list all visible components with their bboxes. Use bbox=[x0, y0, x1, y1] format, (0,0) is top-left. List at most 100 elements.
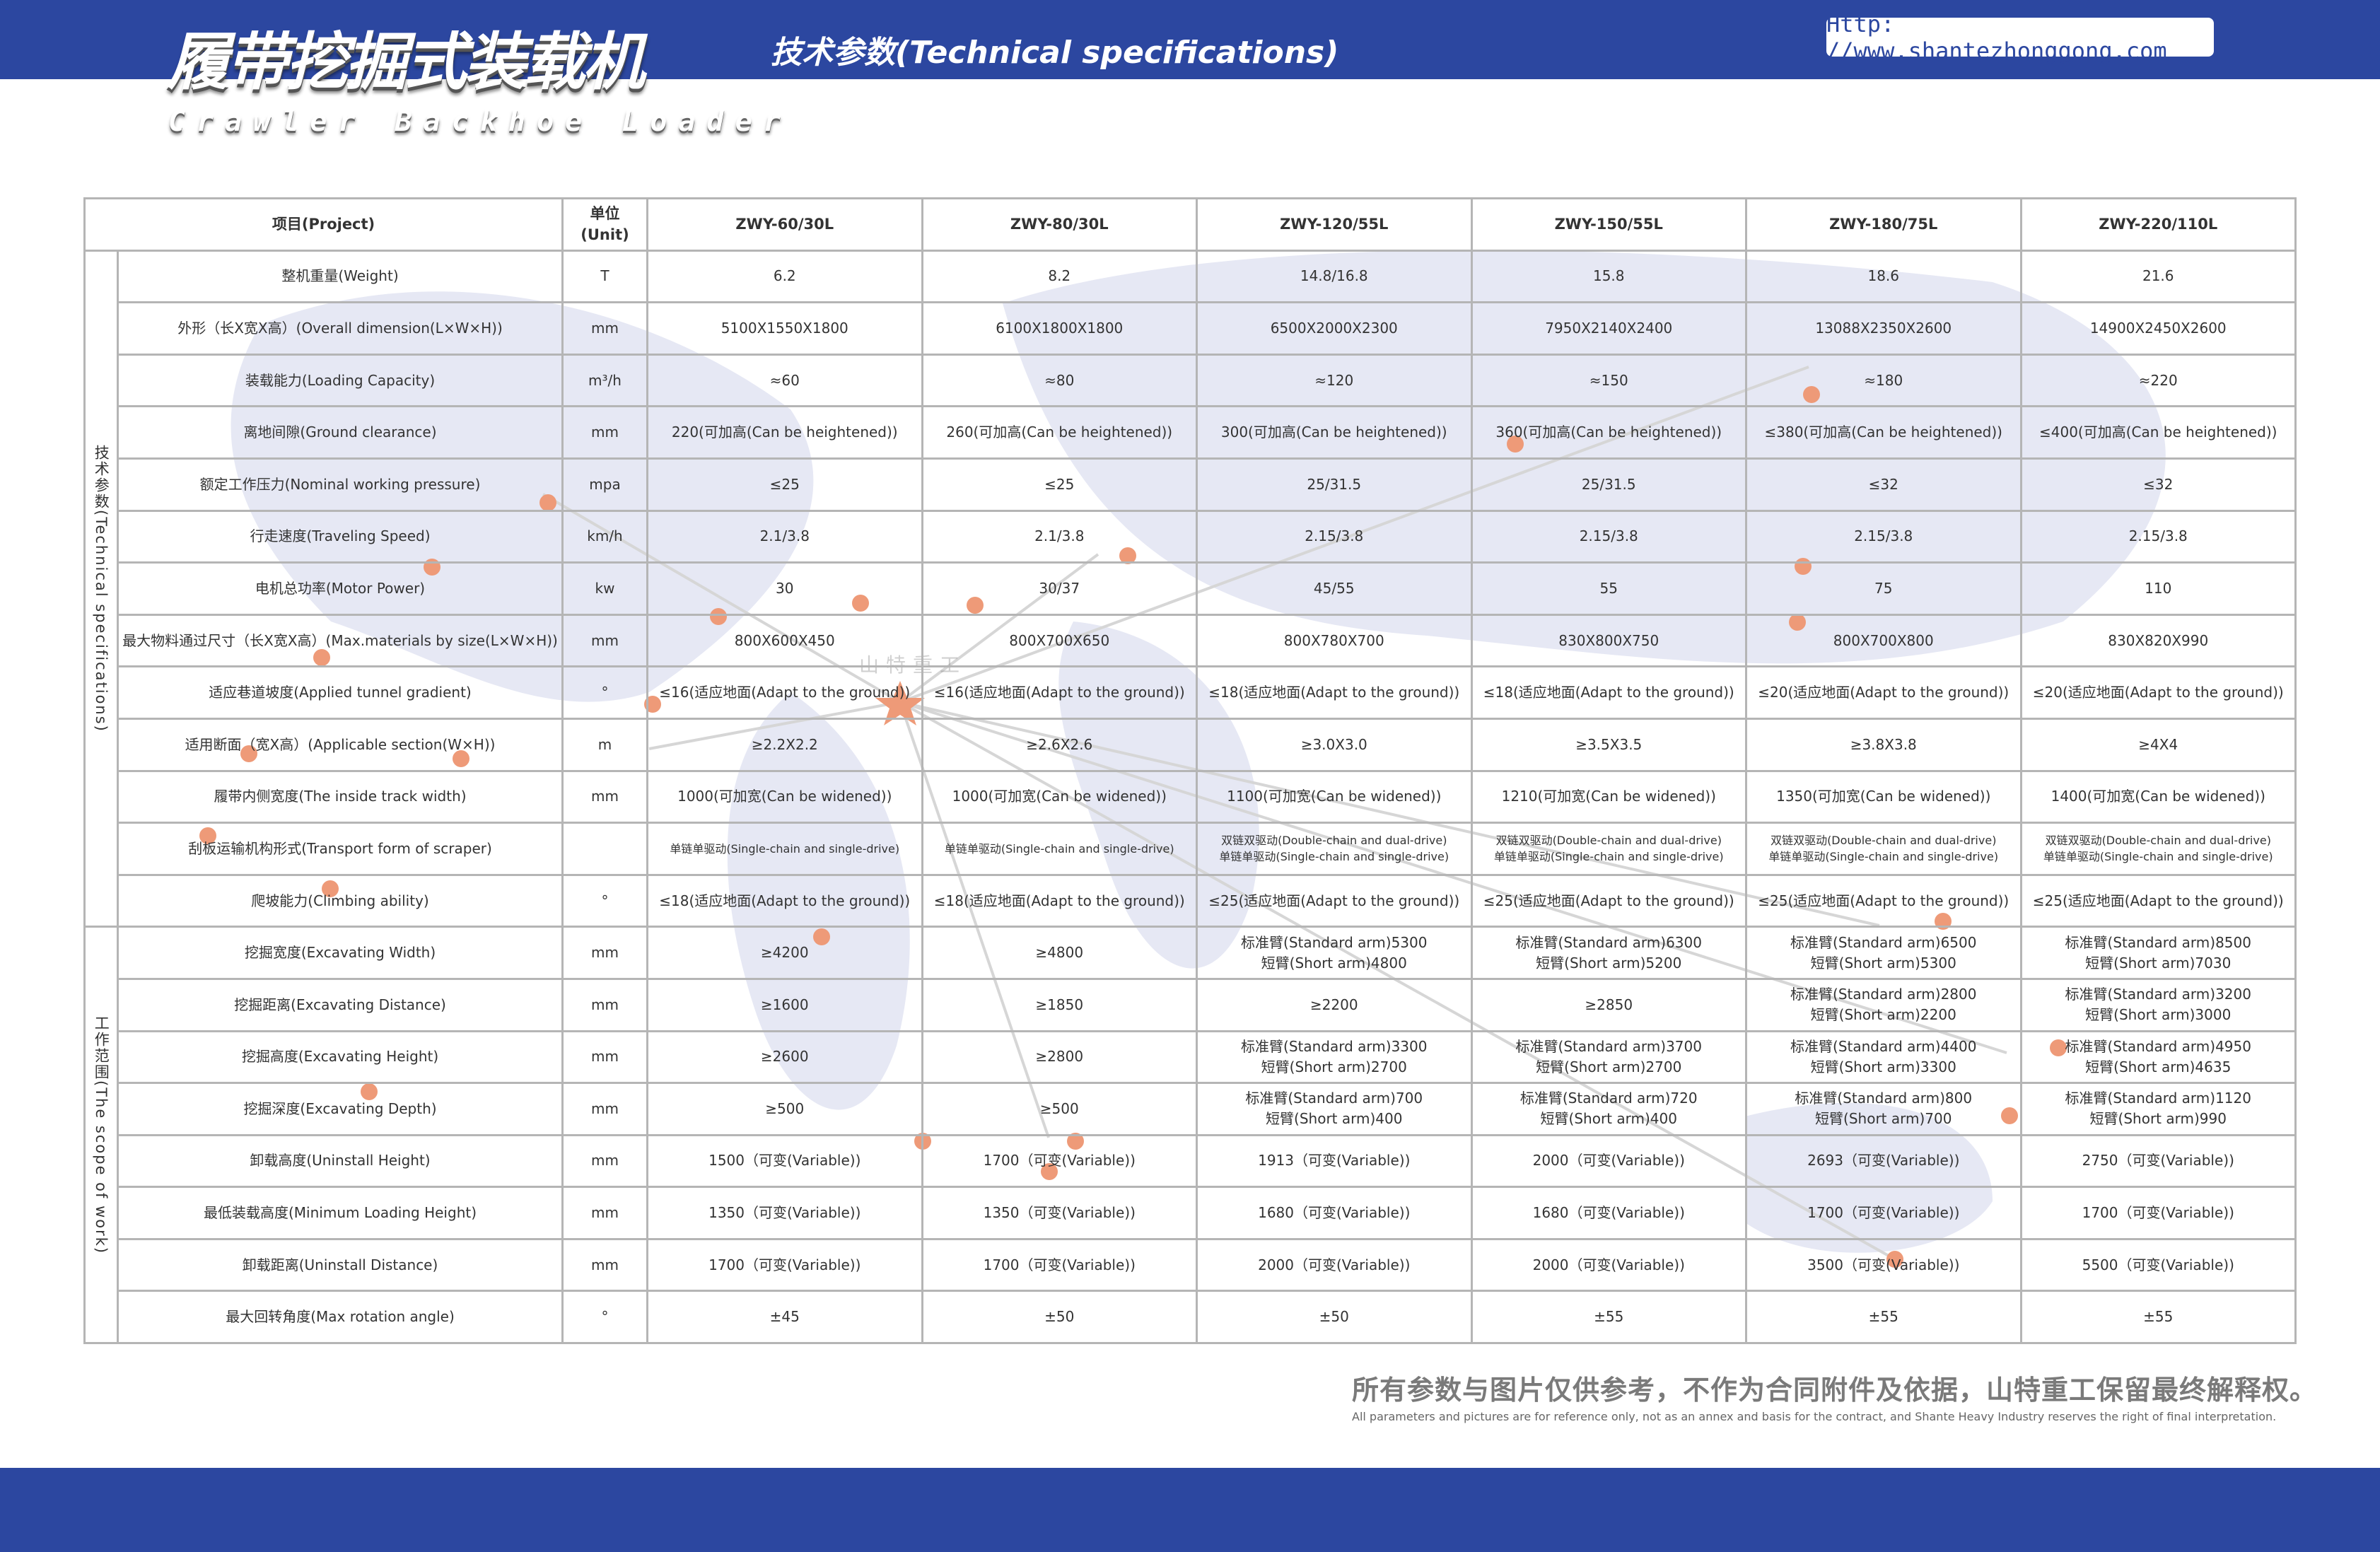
row-value: ≥3.0X3.0 bbox=[1196, 717, 1473, 772]
row-value: 标准臂(Standard arm)3200 短臂(Short arm)3000 bbox=[2019, 977, 2297, 1032]
product-title-en: Crawler Backhoe Loader bbox=[168, 105, 792, 138]
row-value: 1700（可变(Variable)) bbox=[1745, 1186, 2022, 1240]
row-label: 卸载距离(Uninstall Distance) bbox=[117, 1237, 564, 1293]
row-value: ≥2600 bbox=[646, 1029, 923, 1085]
row-value: ≈60 bbox=[646, 353, 923, 408]
header-model: ZWY-180/75L bbox=[1745, 197, 2022, 252]
row-value: 2.15/3.8 bbox=[1196, 509, 1473, 564]
row-value: 300(可加高(Can be heightened)) bbox=[1196, 405, 1473, 460]
row-value: ±50 bbox=[1196, 1290, 1473, 1345]
row-value: ≥1600 bbox=[646, 977, 923, 1032]
row-unit: ° bbox=[561, 873, 648, 928]
row-value: ±55 bbox=[1470, 1290, 1747, 1345]
row-label: 行走速度(Traveling Speed) bbox=[117, 509, 564, 564]
row-value: 标准臂(Standard arm)4400 短臂(Short arm)3300 bbox=[1745, 1029, 2022, 1085]
row-label: 挖掘深度(Excavating Depth) bbox=[117, 1082, 564, 1136]
row-value: ≥1850 bbox=[921, 977, 1198, 1032]
row-value: ≤32 bbox=[2019, 457, 2297, 512]
table-row: 爬坡能力(Climbing ability) ° ≤18(适应地面(Adapt to… bbox=[85, 873, 2297, 928]
row-value: ≤18(适应地面(Adapt to the ground)) bbox=[1196, 665, 1473, 720]
row-value: 55 bbox=[1470, 561, 1747, 616]
row-value: 1350(可加宽(Can be widened)) bbox=[1745, 769, 2022, 824]
row-value: 2.1/3.8 bbox=[646, 509, 923, 564]
row-value: ≤32 bbox=[1745, 457, 2022, 512]
table-row: 卸载距离(Uninstall Distance) mm 1700（可变(Variab… bbox=[85, 1237, 2297, 1293]
row-value: 标准臂(Standard arm)3700 短臂(Short arm)2700 bbox=[1470, 1029, 1747, 1085]
row-value: 1500（可变(Variable)) bbox=[646, 1133, 923, 1189]
row-value: 1000(可加宽(Can be widened)) bbox=[921, 769, 1198, 824]
row-value: 2750（可变(Variable)) bbox=[2019, 1133, 2297, 1189]
row-unit: mm bbox=[561, 977, 648, 1032]
table-row: 外形（长X宽X高）(Overall dimension(L×W×H)) mm 510… bbox=[85, 301, 2297, 356]
row-label: 离地间隙(Ground clearance) bbox=[117, 405, 564, 460]
row-label: 额定工作压力(Nominal working pressure) bbox=[117, 457, 564, 512]
row-value: ≤25(适应地面(Adapt to the ground)) bbox=[1470, 873, 1747, 928]
row-value: 110 bbox=[2019, 561, 2297, 616]
row-value: 220(可加高(Can be heightened)) bbox=[646, 405, 923, 460]
row-value: ≤20(适应地面(Adapt to the ground)) bbox=[2019, 665, 2297, 720]
row-value: 2.15/3.8 bbox=[2019, 509, 2297, 564]
row-value: ≤25(适应地面(Adapt to the ground)) bbox=[1745, 873, 2022, 928]
row-value: ≤400(可加高(Can be heightened)) bbox=[2019, 405, 2297, 460]
row-unit: mm bbox=[561, 1082, 648, 1136]
row-value: 6.2 bbox=[646, 249, 923, 304]
row-value: 2.1/3.8 bbox=[921, 509, 1198, 564]
website-link[interactable]: Http: //www.shantezhonggong.com bbox=[1826, 11, 2214, 64]
table-row: 挖掘距离(Excavating Distance) mm ≥1600 ≥1850 ≥22… bbox=[85, 977, 2297, 1032]
row-value: 25/31.5 bbox=[1196, 457, 1473, 512]
row-label: 卸载高度(Uninstall Height) bbox=[117, 1133, 564, 1189]
row-value: 2000（可变(Variable)) bbox=[1470, 1237, 1747, 1293]
row-value: 标准臂(Standard arm)700 短臂(Short arm)400 bbox=[1196, 1082, 1473, 1136]
row-value: 1700（可变(Variable)) bbox=[921, 1133, 1198, 1189]
row-value: ≈120 bbox=[1196, 353, 1473, 408]
footer-bar bbox=[0, 1468, 2380, 1552]
row-value: ≥500 bbox=[646, 1082, 923, 1136]
row-value: 1350（可变(Variable)) bbox=[921, 1186, 1198, 1240]
row-value: 1210(可加宽(Can be widened)) bbox=[1470, 769, 1747, 824]
row-value: ≤25(适应地面(Adapt to the ground)) bbox=[2019, 873, 2297, 928]
row-value: ≥2.6X2.6 bbox=[921, 717, 1198, 772]
row-value: 标准臂(Standard arm)800 短臂(Short arm)700 bbox=[1745, 1082, 2022, 1136]
row-value: ≥2800 bbox=[921, 1029, 1198, 1085]
table-row: 工作范围(The scope of work) 挖掘宽度(Excavating W… bbox=[83, 926, 2297, 1345]
row-value: 2000（可变(Variable)) bbox=[1196, 1237, 1473, 1293]
row-label: 适用断面（宽X高）(Applicable section(W×H)) bbox=[117, 717, 564, 772]
row-value: 5100X1550X1800 bbox=[646, 301, 923, 356]
group-label: 工作范围(The scope of work) bbox=[83, 926, 119, 1345]
row-label: 整机重量(Weight) bbox=[117, 249, 564, 304]
row-value: 15.8 bbox=[1470, 249, 1747, 304]
row-value: 2000（可变(Variable)) bbox=[1470, 1133, 1747, 1189]
row-value: ±55 bbox=[1745, 1290, 2022, 1345]
header-project: 项目(Project) bbox=[83, 197, 564, 252]
disclaimer-en: All parameters and pictures are for refe… bbox=[1352, 1410, 2277, 1423]
row-unit: m bbox=[561, 717, 648, 772]
row-value: 14900X2450X2600 bbox=[2019, 301, 2297, 356]
row-unit: mm bbox=[561, 769, 648, 824]
table-row: 装载能力(Loading Capacity) m³/h ≈60 ≈80 ≈120 ≈150… bbox=[85, 353, 2297, 408]
row-label: 电机总功率(Motor Power) bbox=[117, 561, 564, 616]
row-value: ≤18(适应地面(Adapt to the ground)) bbox=[1470, 665, 1747, 720]
row-label: 挖掘宽度(Excavating Width) bbox=[117, 926, 564, 980]
row-unit: mm bbox=[561, 301, 648, 356]
row-unit: mm bbox=[561, 926, 648, 980]
row-label: 外形（长X宽X高）(Overall dimension(L×W×H)) bbox=[117, 301, 564, 356]
row-value: 1100(可加宽(Can be widened)) bbox=[1196, 769, 1473, 824]
row-value: 800X780X700 bbox=[1196, 613, 1473, 668]
row-value: 标准臂(Standard arm)6300 短臂(Short arm)5200 bbox=[1470, 926, 1747, 980]
row-value: 1913（可变(Variable)) bbox=[1196, 1133, 1473, 1189]
header-unit: 单位(Unit) bbox=[561, 197, 648, 252]
spec-table: 项目(Project) 单位(Unit) ZWY-60/30L ZWY-80/30L Z… bbox=[83, 197, 2297, 1345]
table-row: 卸载高度(Uninstall Height) mm 1500（可变(Variable… bbox=[85, 1133, 2297, 1189]
disclaimer-cn: 所有参数与图片仅供参考，不作为合同附件及依据，山特重工保留最终解释权。 bbox=[1352, 1375, 2318, 1406]
row-value: 6500X2000X2300 bbox=[1196, 301, 1473, 356]
row-value: 1680（可变(Variable)) bbox=[1196, 1186, 1473, 1240]
website-url[interactable]: Http: //www.shantezhonggong.com bbox=[1826, 10, 2167, 64]
row-value: ≤16(适应地面(Adapt to the ground)) bbox=[921, 665, 1198, 720]
row-value: 3500（可变(Variable)) bbox=[1745, 1237, 2022, 1293]
row-value: 1700（可变(Variable)) bbox=[921, 1237, 1198, 1293]
row-value: 标准臂(Standard arm)6500 短臂(Short arm)5300 bbox=[1745, 926, 2022, 980]
header-model: ZWY-80/30L bbox=[921, 197, 1198, 252]
row-value: 830X820X990 bbox=[2019, 613, 2297, 668]
row-value: ≈80 bbox=[921, 353, 1198, 408]
row-value: 标准臂(Standard arm)5300 短臂(Short arm)4800 bbox=[1196, 926, 1473, 980]
